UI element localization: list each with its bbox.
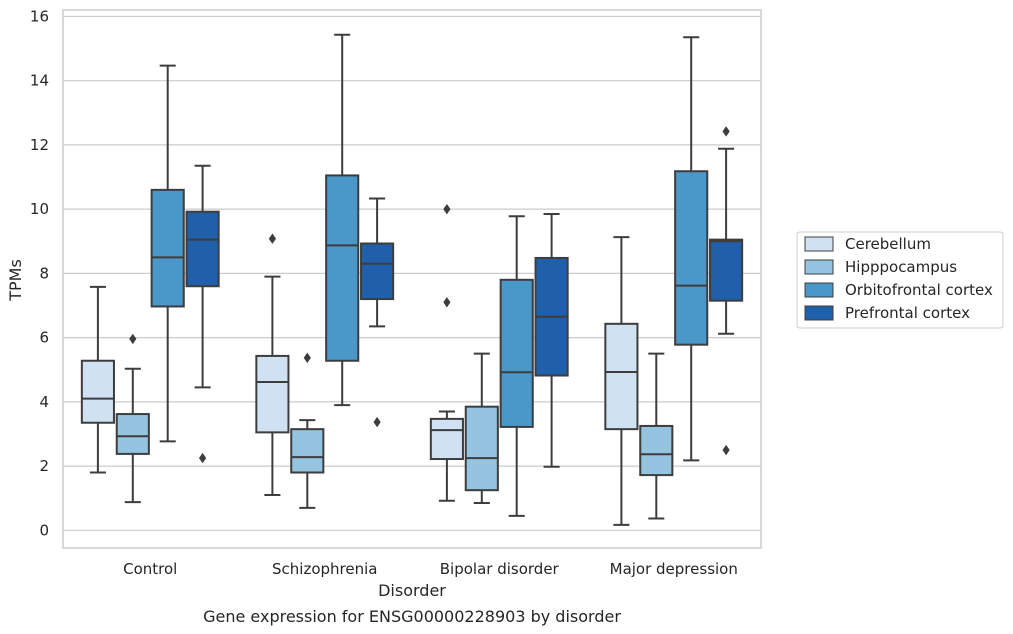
box-hipppocampus [639, 352, 674, 520]
box-body [80, 359, 115, 424]
x-tick-label: Bipolar disorder [440, 560, 560, 578]
y-tick-label: 12 [30, 136, 49, 154]
category-group-schizophrenia [255, 33, 395, 509]
box-hipppocampus [464, 352, 499, 505]
box-body [325, 174, 360, 362]
outlier-point [722, 126, 730, 137]
box-prefrontal-cortex [534, 212, 569, 468]
box-body [709, 238, 744, 302]
chart-title: Gene expression for ENSG00000228903 by d… [203, 607, 621, 626]
category-group-control [80, 64, 220, 504]
y-tick-label: 10 [30, 200, 49, 218]
box-orbitofrontal-cortex [499, 215, 534, 517]
plot-frame [62, 9, 762, 549]
box-body [115, 413, 150, 455]
y-tick-label: 6 [39, 329, 49, 347]
legend-entry: Prefrontal cortex [845, 304, 970, 322]
box-body [604, 322, 639, 431]
box-groups [80, 33, 744, 526]
category-group-bipolar-disorder [429, 203, 569, 517]
box-orbitofrontal-cortex [325, 33, 360, 407]
box-orbitofrontal-cortex [674, 36, 709, 462]
outlier-point [373, 416, 381, 428]
box-prefrontal-cortex [709, 126, 744, 456]
legend-swatch [804, 259, 834, 275]
x-tick-label: Control [123, 560, 177, 578]
box-body [499, 278, 534, 428]
box-body [429, 417, 464, 461]
x-tick-labels: Control Schizophrenia Bipolar disorder Majo… [123, 560, 738, 578]
y-tick-label: 0 [39, 521, 49, 539]
category-group-major-depression [604, 36, 744, 526]
legend-entry: Cerebellum [845, 235, 931, 253]
x-tick-label: Major depression [610, 560, 738, 578]
box-body [360, 242, 395, 301]
legend-swatch [804, 305, 834, 321]
y-tick-labels: 0 2 4 6 8 10 12 14 16 [30, 7, 49, 539]
outlier-point [268, 233, 276, 244]
y-tick-label: 4 [39, 393, 49, 411]
box-body [255, 354, 290, 434]
box-prefrontal-cortex [185, 164, 220, 464]
legend-entry: Hipppocampus [845, 258, 957, 276]
legend-frame [796, 231, 1004, 329]
box-cerebellum [429, 203, 464, 502]
box-prefrontal-cortex [360, 197, 395, 428]
y-axis-label: TPMs [6, 259, 25, 302]
legend-swatch [804, 236, 834, 252]
legend-swatch [804, 282, 834, 298]
box-hipppocampus [115, 333, 150, 504]
outlier-point [722, 444, 730, 456]
box-body [674, 170, 709, 346]
box-body [150, 188, 185, 308]
outlier-point [443, 203, 451, 215]
box-orbitofrontal-cortex [150, 64, 185, 443]
outlier-point [443, 297, 451, 308]
x-axis-label: Disorder [378, 581, 446, 600]
box-cerebellum [80, 285, 115, 474]
box-cerebellum [255, 233, 290, 497]
outlier-point [199, 452, 207, 464]
outlier-point [303, 352, 311, 364]
outlier-point [129, 333, 137, 345]
box-body [464, 405, 499, 492]
box-cerebellum [604, 236, 639, 526]
y-tick-label: 2 [39, 457, 49, 475]
y-tick-label: 8 [39, 264, 49, 282]
box-hipppocampus [290, 352, 325, 509]
box-body [185, 210, 220, 288]
box-body [639, 424, 674, 477]
x-tick-label: Schizophrenia [272, 560, 377, 578]
y-tick-label: 14 [30, 72, 49, 90]
legend-entry: Orbitofrontal cortex [845, 281, 993, 299]
box-body [290, 428, 325, 474]
legend: Cerebellum Hipppocampus Orbitofrontal cort… [796, 231, 1004, 329]
y-tick-label: 16 [30, 7, 49, 25]
